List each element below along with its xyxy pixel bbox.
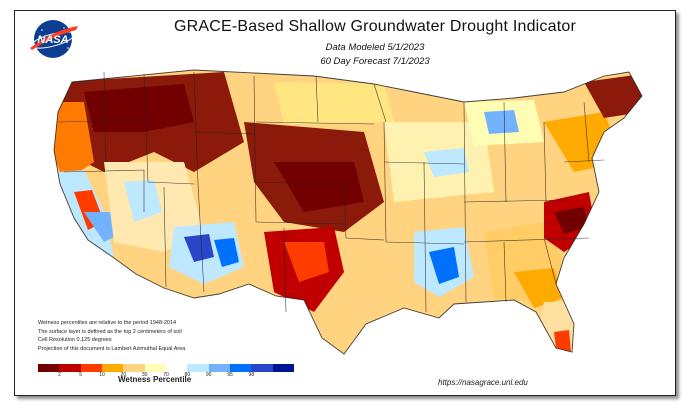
legend-swatch	[101, 364, 124, 372]
legend-swatch	[144, 364, 166, 372]
legend-tick-label: 20	[120, 372, 127, 378]
legend-swatch	[251, 364, 273, 372]
note-period: Wetness percentiles are relative to the …	[38, 320, 177, 326]
legend-tick-label: 80	[184, 372, 191, 378]
map-title: GRACE-Based Shallow Groundwater Drought …	[174, 18, 576, 35]
legend-tick-label: 10	[99, 372, 105, 378]
legend-tick-label: 95	[227, 372, 233, 378]
legend-swatch	[123, 364, 145, 372]
forecast-date: 60 Day Forecast 7/1/2023	[320, 56, 430, 67]
legend-swatch	[59, 364, 81, 372]
note-cell-resolution: Cell Resolution 0.125 degrees	[38, 337, 112, 343]
data-modeled-date: Data Modeled 5/1/2023	[325, 42, 425, 53]
groundwater-map	[53, 69, 643, 355]
legend-swatch	[229, 364, 252, 372]
legend-title: Wetness Percentile	[118, 375, 192, 384]
nasa-logo: NASA	[30, 20, 78, 58]
map-notes: Wetness percentiles are relative to the …	[38, 319, 185, 353]
note-projection: Projection of this document is Lambert A…	[38, 345, 186, 352]
legend-swatch	[187, 364, 209, 372]
legend-tick-label: 5	[79, 372, 83, 378]
note-surface-layer: The surface layer is defined as the top …	[38, 328, 182, 335]
legend-swatch	[208, 364, 230, 372]
legend-swatch	[272, 364, 294, 372]
legend-tick-label: 90	[205, 372, 212, 378]
legend-tick-label: 70	[163, 372, 169, 378]
legend-tick-label: 98	[248, 372, 255, 378]
wetness-legend-bar	[38, 364, 294, 372]
source-url: https://nasagrace.unl.edu	[438, 378, 528, 387]
legend-tick-label: 2	[57, 372, 61, 378]
svg-text:NASA: NASA	[37, 34, 68, 46]
legend-swatch	[38, 364, 60, 372]
legend-swatch	[80, 364, 102, 372]
legend-swatch	[165, 364, 188, 372]
legend-ticks: 2 5 10 20 30 70 80 90 95 98	[38, 372, 294, 379]
legend-tick-label: 30	[141, 372, 148, 378]
